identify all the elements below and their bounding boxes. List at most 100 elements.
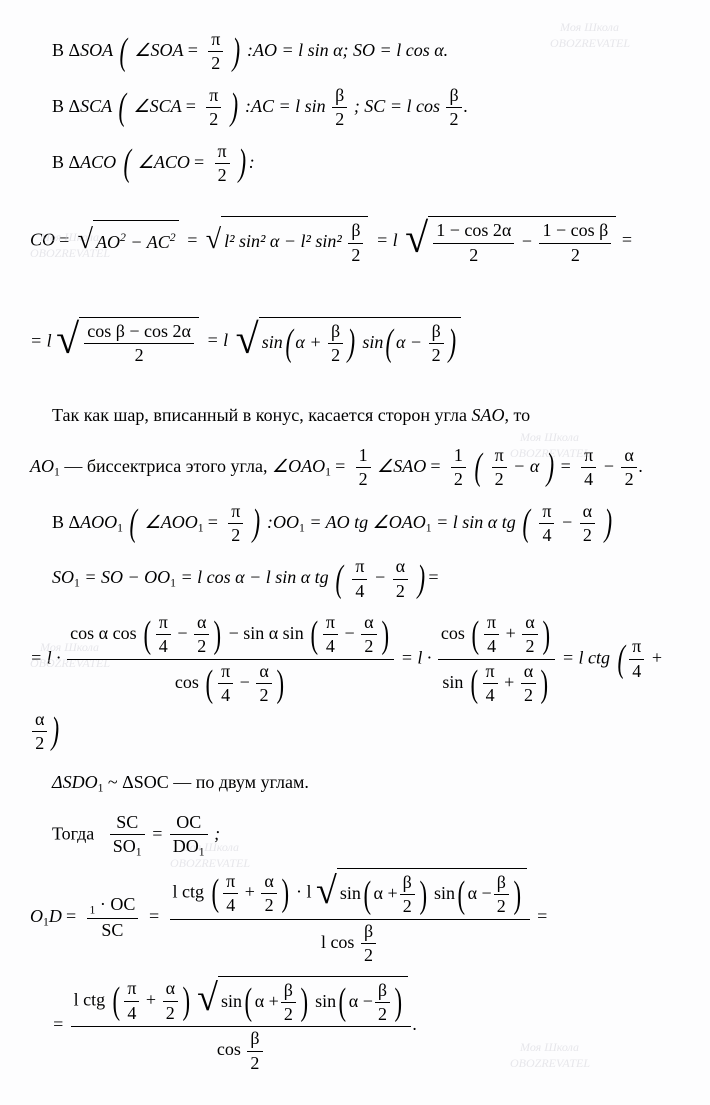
sqrt: √ cos β − cos 2α2 (56, 296, 199, 388)
sqrt: √AO2 − AC2 (78, 211, 179, 273)
text: ACO (80, 152, 116, 172)
den: 4 (539, 524, 554, 547)
text: AOO (80, 512, 117, 532)
num: π (223, 870, 238, 894)
frac: cos β − cos 2α2 (84, 320, 194, 368)
text: O (30, 906, 43, 926)
text: :OO (267, 512, 299, 532)
text: ; SC = l cos (354, 96, 440, 116)
num: l ctg (π4 + α2) · l √ sin(α +β2) sin(α −… (170, 868, 530, 920)
num: cos β − cos 2α (84, 320, 194, 344)
frac: OC DO1 (170, 811, 208, 860)
den: 2 (215, 164, 230, 187)
den: 2 (492, 468, 507, 491)
text: SO (52, 567, 74, 587)
frac: cos (π4 + α2) sin (π4 + α2) (438, 611, 556, 708)
t: cos (441, 623, 465, 643)
frac: α2 (580, 500, 595, 548)
den: 4 (581, 468, 596, 491)
t: α − (349, 991, 373, 1011)
frac: α2 (393, 555, 408, 603)
eq-line-13: O1D= 1 · OC SC = l ctg (π4 + α2) · l √ s… (30, 868, 680, 968)
den: 2 (361, 635, 376, 658)
paren: ( (120, 37, 128, 67)
text: − α (513, 456, 539, 476)
num: π (156, 611, 171, 635)
num: π (492, 444, 507, 468)
eq-line-9: SO1 = SO − OO1 = l cos α − l sin α tg ( … (30, 555, 680, 603)
eq-line-2: В ΔSCA ( ∠SCA= π2 ) :AC = l sin β2 ; SC … (30, 84, 680, 132)
num: β (400, 871, 415, 895)
frac: 12 (451, 444, 466, 492)
text-line-6: Так как шар, вписанный в конус, касается… (30, 396, 680, 436)
num: α (261, 870, 276, 894)
num: 1 · OC (87, 893, 139, 919)
paren: ( (123, 148, 131, 178)
num: α (361, 611, 376, 635)
den: 2 (433, 244, 514, 267)
num: β (494, 871, 509, 895)
paren: ) (230, 92, 238, 122)
den: 2 (521, 684, 536, 707)
frac: 1 − cos β2 (539, 219, 611, 267)
den: 2 (361, 944, 376, 967)
den: 2 (206, 108, 221, 131)
num: β (361, 920, 376, 944)
t: l cos (321, 932, 355, 952)
den: 2 (163, 1002, 178, 1025)
frac: cos α cos (π4 − α2) − sin α sin (π4 − α2… (67, 611, 394, 708)
den: 2 (494, 895, 509, 918)
eq-line-5: = l √ cos β − cos 2α2 = l √ sin(α + β2) … (30, 296, 680, 388)
text: В Δ (52, 512, 80, 532)
den: 4 (156, 635, 171, 658)
t: SC (116, 812, 138, 832)
den: 2 (247, 1052, 262, 1075)
eq-line-1: В ΔSOA ( ∠SOA= π2 ) :AO = l sin α; SO = … (30, 28, 680, 76)
paren: ) (239, 148, 247, 178)
den: sin (π4 + α2) (438, 660, 556, 708)
num: π (323, 611, 338, 635)
sqrt: √l² sin² α − l² sin² β2 (206, 211, 369, 273)
num: α (194, 611, 209, 635)
den: 4 (218, 684, 233, 707)
text: ~ ΔSOC — по двум углам. (108, 772, 309, 792)
num: β (247, 1027, 262, 1051)
t: + (506, 623, 516, 643)
frac: α2 (621, 444, 636, 492)
num: π (352, 555, 367, 579)
t: sin (442, 672, 463, 692)
t: · OC (100, 894, 136, 914)
t: cos α cos (70, 623, 136, 643)
den: 2 (393, 580, 408, 603)
num: π (483, 660, 498, 684)
eq-line-11: ΔSDO1 ~ ΔSOC — по двум углам. (30, 763, 680, 803)
num: π (206, 84, 221, 108)
den: 2 (84, 344, 194, 367)
t: SC (101, 920, 123, 940)
den: 4 (352, 580, 367, 603)
frac: π2 (215, 140, 230, 188)
frac: π4 (352, 555, 367, 603)
num: β (348, 219, 363, 243)
text: = AO tg ∠OAO (309, 512, 425, 532)
t: sin (315, 991, 336, 1011)
num: 1 − cos β (539, 219, 611, 243)
eq-line-14: = l ctg (π4 + α2) √ sin(α +β2) sin(α −β2… (30, 976, 680, 1076)
den: 2 (256, 684, 271, 707)
text: = l sin α tg (436, 512, 516, 532)
den: 2 (348, 244, 363, 267)
frac: π2 (228, 500, 243, 548)
t: + (146, 989, 156, 1009)
num: 1 (356, 444, 371, 468)
num: π (581, 444, 596, 468)
den: 4 (484, 635, 499, 658)
text: = l ctg (562, 647, 610, 667)
t: α − (468, 883, 492, 903)
text: :AC = l sin (245, 96, 326, 116)
t: sin (262, 332, 283, 352)
eq-line-10: = l · cos α cos (π4 − α2) − sin α sin (π… (30, 611, 680, 755)
den: 2 (32, 732, 47, 755)
paren: ) (232, 37, 240, 67)
num: π (228, 500, 243, 524)
den: 2 (356, 468, 371, 491)
